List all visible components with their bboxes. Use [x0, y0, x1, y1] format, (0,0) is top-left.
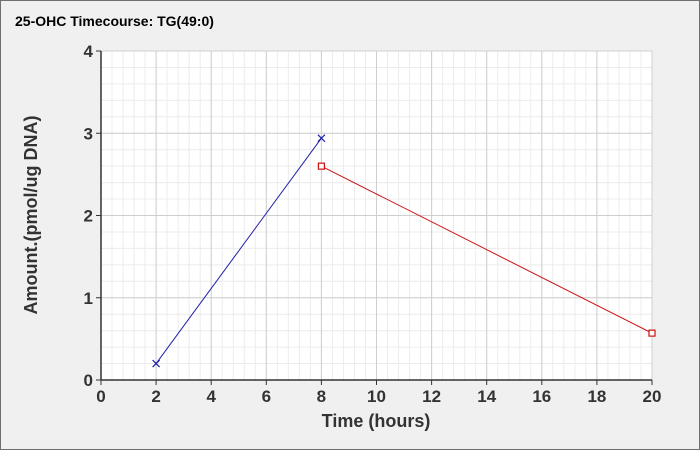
- x-tick-label: 18: [587, 387, 606, 406]
- x-tick-label: 4: [206, 387, 216, 406]
- x-tick-label: 6: [262, 387, 271, 406]
- y-tick-label: 2: [84, 207, 93, 226]
- x-tick-label: 10: [367, 387, 386, 406]
- x-tick-label: 0: [96, 387, 105, 406]
- series-1-point: [317, 134, 326, 143]
- x-tick-label: 2: [151, 387, 160, 406]
- chart-title: 25-OHC Timecourse: TG(49:0): [15, 13, 214, 29]
- x-tick-label: 14: [477, 387, 496, 406]
- series-1-line: [155, 137, 322, 364]
- series-2-point: [317, 162, 325, 170]
- y-tick-label: 0: [84, 371, 93, 390]
- series-2-point: [648, 329, 656, 337]
- y-tick-label: 3: [84, 124, 93, 143]
- x-tick-label: 8: [317, 387, 326, 406]
- series-layer: [152, 134, 656, 368]
- major-grid: [100, 50, 653, 381]
- x-tick-label: 20: [643, 387, 662, 406]
- y-tick-label: 1: [84, 289, 93, 308]
- x-tick-label: 12: [422, 387, 441, 406]
- x-axis-label: Time (hours): [322, 411, 431, 431]
- x-tick-label: 16: [532, 387, 551, 406]
- series-1-point: [152, 359, 161, 368]
- y-axis-label: Amount.(pmol/ug DNA): [21, 116, 41, 315]
- y-tick-label: 4: [84, 42, 94, 61]
- series-2-line: [321, 165, 653, 334]
